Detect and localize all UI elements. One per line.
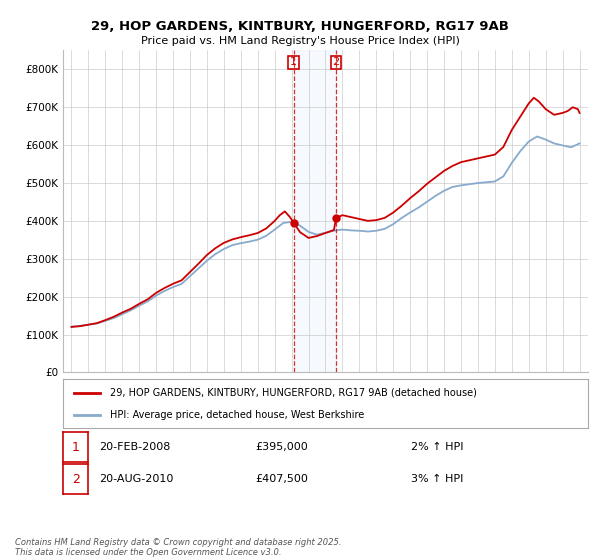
Text: 1: 1 bbox=[290, 58, 297, 68]
Text: 2: 2 bbox=[71, 473, 80, 486]
Text: Price paid vs. HM Land Registry's House Price Index (HPI): Price paid vs. HM Land Registry's House … bbox=[140, 36, 460, 46]
Text: 20-FEB-2008: 20-FEB-2008 bbox=[99, 442, 170, 452]
Bar bbox=[293, 50, 336, 372]
Text: Contains HM Land Registry data © Crown copyright and database right 2025.
This d: Contains HM Land Registry data © Crown c… bbox=[15, 538, 341, 557]
Text: 1: 1 bbox=[71, 441, 80, 454]
Text: 2: 2 bbox=[332, 58, 340, 68]
Text: £395,000: £395,000 bbox=[255, 442, 308, 452]
Text: 3% ↑ HPI: 3% ↑ HPI bbox=[411, 474, 463, 484]
Text: 20-AUG-2010: 20-AUG-2010 bbox=[99, 474, 173, 484]
Text: £407,500: £407,500 bbox=[255, 474, 308, 484]
Text: 29, HOP GARDENS, KINTBURY, HUNGERFORD, RG17 9AB: 29, HOP GARDENS, KINTBURY, HUNGERFORD, R… bbox=[91, 20, 509, 32]
Text: HPI: Average price, detached house, West Berkshire: HPI: Average price, detached house, West… bbox=[110, 409, 365, 419]
Text: 2% ↑ HPI: 2% ↑ HPI bbox=[411, 442, 463, 452]
Text: 29, HOP GARDENS, KINTBURY, HUNGERFORD, RG17 9AB (detached house): 29, HOP GARDENS, KINTBURY, HUNGERFORD, R… bbox=[110, 388, 477, 398]
